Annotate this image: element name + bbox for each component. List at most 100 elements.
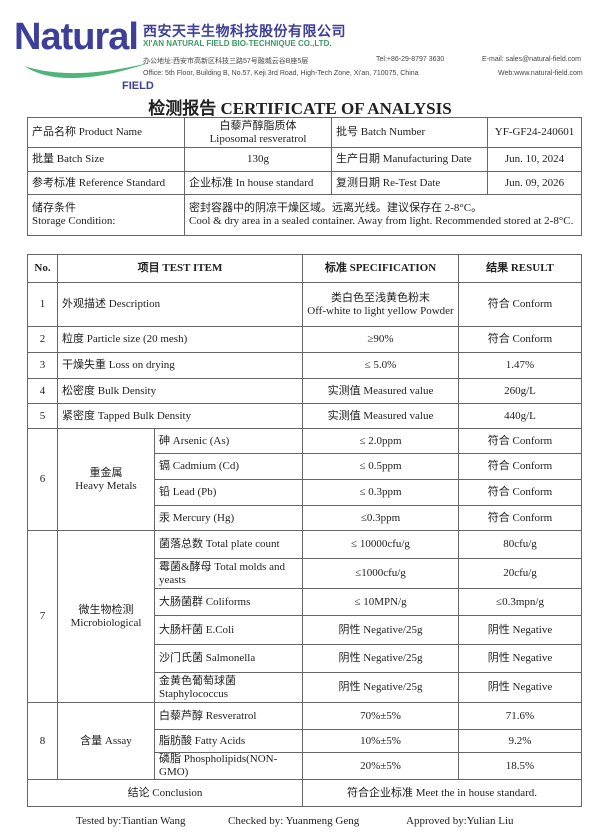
table-cell: 符合 Conform [458,428,582,454]
table-cell: 霉菌&酵母 Total molds and yeasts [154,558,303,589]
table-cell: 3 [27,352,58,379]
col-header: 标准 SPECIFICATION [302,254,459,283]
group-name: 重金属 Heavy Metals [57,428,155,531]
table-row: 4 松密度 Bulk Density 实测值 Measured value 260g/… [27,378,582,404]
table-cell: 铅 Lead (Pb) [154,479,303,506]
table-cell: 260g/L [458,378,582,404]
email: E-mail: sales@natural-field.com [482,56,581,63]
table-cell: 5 [27,403,58,429]
product-name: 白藜芦醇脂质体 Liposomal resveratrol [184,117,332,148]
storage-label: 储存条件 Storage Condition: [27,194,185,236]
table-cell: 砷 Arsenic (As) [154,428,303,454]
table-row: 磷脂 Phospholipids(NON-GMO) 20%±5% 18.5% [28,752,582,780]
table-row: 铅 Lead (Pb) ≤ 0.3ppm 符合 Conform [28,479,582,506]
table-cell: 阴性 Negative [458,672,582,703]
table-row: 5 紧密度 Tapped Bulk Density 实测值 Measured val… [27,403,582,429]
logo-sub: FIELD [122,80,154,92]
table-row: 镉 Cadmium (Cd) ≤ 0.5ppm 符合 Conform [28,453,582,480]
table-cell: 符合 Conform [458,282,582,327]
address-cn: 办公地址:西安市高新区科技三路57号融城云谷B座5层 [143,58,309,65]
table-row: 霉菌&酵母 Total molds and yeasts ≤1000cfu/g 20… [28,558,582,589]
table-cell: 紧密度 Tapped Bulk Density [57,403,303,429]
table-cell: 实测值 Measured value [302,378,459,404]
group-name: 微生物检测 Microbiological [57,530,155,703]
table-cell: 71.6% [458,702,582,730]
table-cell: 阴性 Negative [458,644,582,673]
table-row: 汞 Mercury (Hg) ≤0.3ppm 符合 Conform [28,505,582,531]
table-cell: 20cfu/g [458,558,582,589]
table-cell: ≤ 10MPN/g [302,588,459,616]
table-cell: ≤ 0.3ppm [302,479,459,506]
test-results-table: No. 项目 TEST ITEM 标准 SPECIFICATION 结果 RESULT… [27,254,582,807]
table-cell: 沙门氏菌 Salmonella [154,644,303,673]
table-cell: 1.47% [458,352,582,379]
batch-number: YF-GF24-240601 [487,117,582,148]
label: 复测日期 Re-Test Date [331,171,488,195]
tel: Tel:+86-29-8797 3630 [376,56,445,63]
table-cell: 符合企业标准 Meet the in house standard. [302,779,582,807]
table-cell: 符合 Conform [458,453,582,480]
company-name-en: XI'AN NATURAL FIELD BIO-TECHNIQUE CO.,LT… [143,39,332,48]
table-cell: 符合 Conform [458,505,582,531]
table-cell: 干燥失重 Loss on drying [57,352,303,379]
label: 参考标准 Reference Standard [27,171,185,195]
table-row: 3 干燥失重 Loss on drying ≤ 5.0% 1.47% [27,352,582,379]
table-row: 金黄色葡萄球菌 Staphylococcus 阴性 Negative/25g 阴性 … [28,672,582,703]
table-cell: ≤ 2.0ppm [302,428,459,454]
table-cell: 80cfu/g [458,530,582,559]
table-cell: 外观描述 Description [57,282,303,327]
table-row: 沙门氏菌 Salmonella 阴性 Negative/25g 阴性 Negativ… [28,644,582,673]
logo-swoosh-icon [24,62,152,79]
label: 产品名称 Product Name [27,117,185,148]
batch-size: 130g [184,147,332,172]
table-cell: 70%±5% [302,702,459,730]
label: 生产日期 Manufacturing Date [331,147,488,172]
table-cell: 6 [27,428,58,531]
approved-by: Approved by:Yulian Liu [406,815,514,827]
table-cell: 白藜芦醇 Resveratrol [154,702,303,730]
table-cell: 阴性 Negative [458,615,582,645]
table-cell: 大肠菌群 Coliforms [154,588,303,616]
table-cell: ≥90% [302,326,459,353]
table-cell: ≤ 10000cfu/g [302,530,459,559]
table-cell: 20%±5% [302,752,459,780]
retest-date: Jun. 09, 2026 [487,171,582,195]
table-cell: 符合 Conform [458,479,582,506]
table-row: 8 含量 Assay 白藜芦醇 Resveratrol 70%±5% 71.6% [27,702,582,780]
company-logo: Natural FIELD [14,16,154,92]
table-cell: 阴性 Negative/25g [302,615,459,645]
table-row: 大肠杆菌 E.Coli 阴性 Negative/25g 阴性 Negative [28,615,582,645]
table-cell: 镉 Cadmium (Cd) [154,453,303,480]
table-cell: 松密度 Bulk Density [57,378,303,404]
label: 批量 Batch Size [27,147,185,172]
table-cell: 磷脂 Phospholipids(NON-GMO) [154,752,303,780]
table-cell: 结论 Conclusion [27,779,303,807]
page-title: 检测报告 CERTIFICATE OF ANALYSIS [148,99,452,118]
table-cell: 440g/L [458,403,582,429]
label: 批号 Batch Number [331,117,488,148]
table-cell: 粒度 Particle size (20 mesh) [57,326,303,353]
table-row: 6 重金属 Heavy Metals 砷 Arsenic (As) ≤ 2.0ppm 符合… [27,428,582,531]
tested-by: Tested by:Tiantian Wang [76,815,186,827]
table-cell: ≤ 0.5ppm [302,453,459,480]
table-cell: 8 [27,702,58,780]
address-en: Office: 5th Floor, Building B, No.57, Ke… [143,70,419,77]
table-cell: 2 [27,326,58,353]
table-cell: 实测值 Measured value [302,403,459,429]
table-cell: ≤0.3ppm [302,505,459,531]
table-cell: 大肠杆菌 E.Coli [154,615,303,645]
table-cell: 4 [27,378,58,404]
table-row: 7 微生物检测 Microbiological 菌落总数 Total plate co… [27,530,582,703]
col-header: No. [27,254,58,283]
table-row: 大肠菌群 Coliforms ≤ 10MPN/g ≤0.3mpn/g [28,588,582,616]
group-name: 含量 Assay [57,702,155,780]
table-cell: ≤1000cfu/g [302,558,459,589]
table-row: 1 外观描述 Description 类白色至浅黄色粉末 Off-white to l… [27,282,582,327]
table-cell: 类白色至浅黄色粉末 Off-white to light yellow Powde… [302,282,459,327]
col-header: 结果 RESULT [458,254,582,283]
company-name-cn: 西安天丰生物科技股份有限公司 [143,24,346,40]
table-cell: 符合 Conform [458,326,582,353]
web: Web:www.natural-field.com [498,70,583,77]
table-cell: 汞 Mercury (Hg) [154,505,303,531]
table-row: 2 粒度 Particle size (20 mesh) ≥90% 符合 Confor… [27,326,582,353]
